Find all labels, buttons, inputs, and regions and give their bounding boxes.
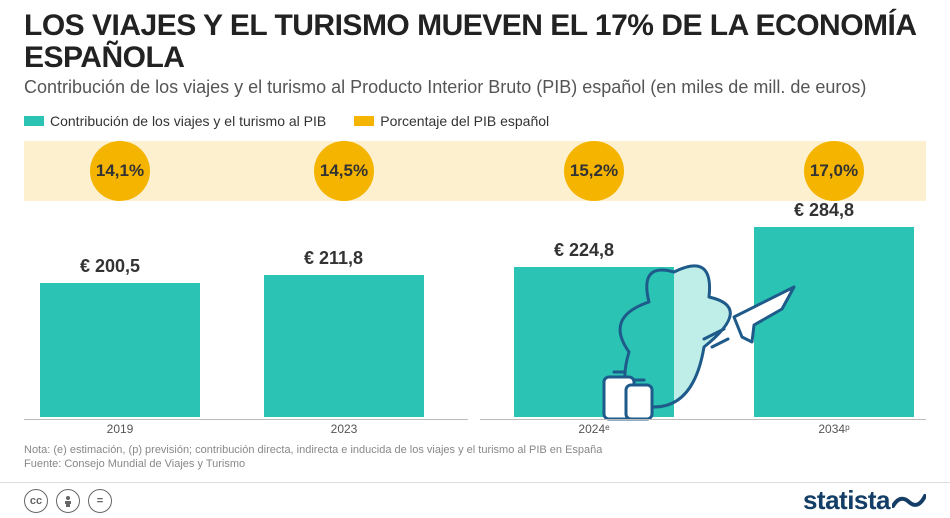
x-tick: 2023 [331,422,358,436]
pct-circle: 14,1% [90,141,150,201]
by-icon [56,489,80,513]
x-tick: 2034ᵖ [818,422,849,436]
footer-notes: Nota: (e) estimación, (p) previsión; con… [0,437,950,472]
statista-wave-icon [892,490,926,512]
bottom-bar: cc = statista [0,482,950,518]
bars-container: € 200,5 € 211,8 € 224,8 € 284,8 [24,137,926,417]
bar-value-label: € 200,5 [80,256,140,277]
axis-gap [468,419,480,422]
note-text: Nota: (e) estimación, (p) previsión; con… [24,443,926,457]
legend-item-percentage: Porcentaje del PIB español [354,113,549,129]
bar-2024ᵉ [514,267,674,417]
pct-circle: 17,0% [804,141,864,201]
bar-value-label: € 224,8 [554,240,614,261]
legend-label-1: Contribución de los viajes y el turismo … [50,113,326,129]
statista-text: statista [803,485,890,516]
x-tick: 2019 [107,422,134,436]
pct-circle: 15,2% [564,141,624,201]
bar-2019 [40,283,200,417]
x-axis: 2019 2023 2024ᵉ 2034ᵖ [24,419,926,437]
source-text: Fuente: Consejo Mundial de Viajes y Turi… [24,457,926,471]
legend-swatch-2 [354,116,374,126]
bar-2023 [264,275,424,416]
page-subtitle: Contribución de los viajes y el turismo … [24,77,926,99]
cc-icon: cc [24,489,48,513]
x-tick: 2024ᵉ [578,422,609,436]
license-icons: cc = [24,489,112,513]
nd-icon: = [88,489,112,513]
bar-value-label: € 284,8 [794,200,854,221]
legend-item-contribution: Contribución de los viajes y el turismo … [24,113,326,129]
legend-label-2: Porcentaje del PIB español [380,113,549,129]
statista-logo: statista [803,485,926,516]
pct-circle: 14,5% [314,141,374,201]
header: LOS VIAJES Y EL TURISMO MUEVEN EL 17% DE… [0,0,950,105]
bar-value-label: € 211,8 [304,248,363,269]
page-title: LOS VIAJES Y EL TURISMO MUEVEN EL 17% DE… [24,10,926,73]
legend-swatch-1 [24,116,44,126]
bar-2034ᵖ [754,227,914,417]
chart-area: € 200,5 € 211,8 € 224,8 € 284,8 2019 2023 202… [24,137,926,437]
legend: Contribución de los viajes y el turismo … [0,105,950,133]
